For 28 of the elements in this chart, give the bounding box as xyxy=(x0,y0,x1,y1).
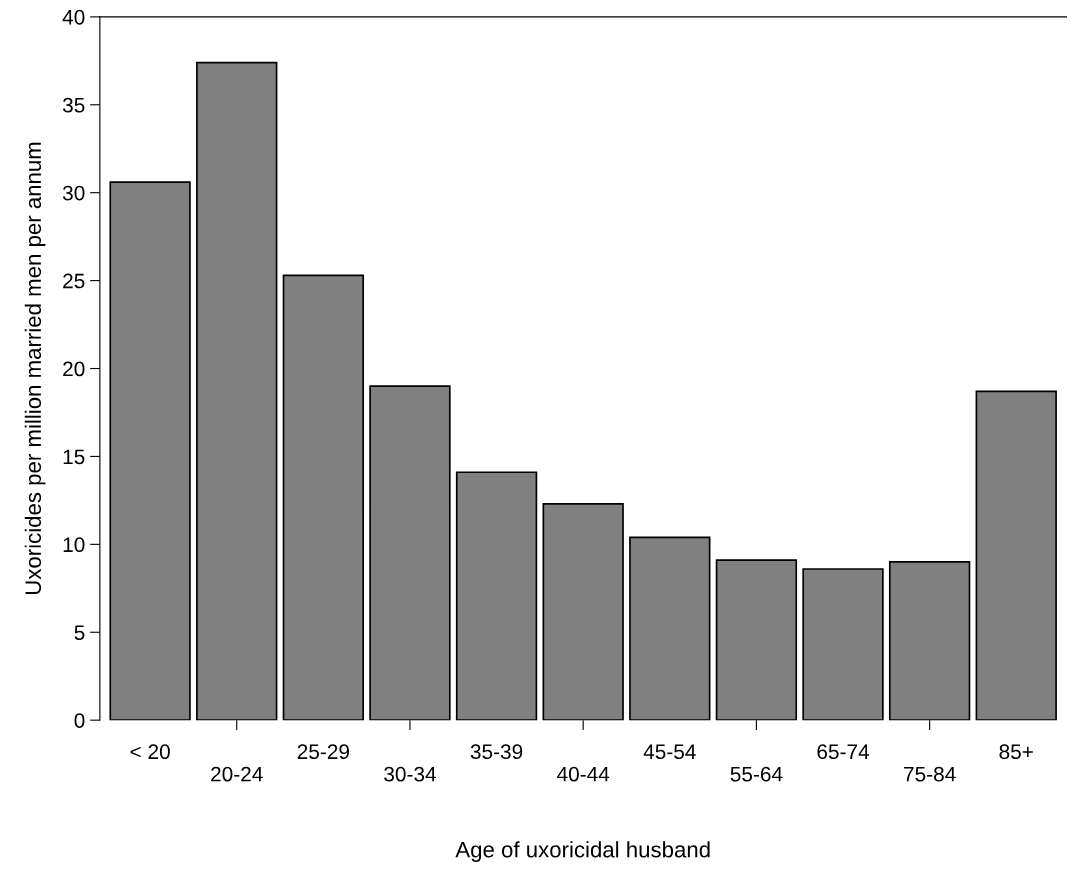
bar xyxy=(802,568,884,721)
x-axis-title: Age of uxoricidal husband xyxy=(455,841,710,862)
y-axis-title: Uxoricides per million married men per annum xyxy=(24,142,46,595)
bar xyxy=(109,181,191,721)
x-tick-label: 40-44 xyxy=(557,766,610,782)
y-tick-label: 35 xyxy=(62,97,85,113)
y-tick-label: 5 xyxy=(74,625,85,641)
x-tick-label: < 20 xyxy=(130,744,170,760)
x-tick-label: 85+ xyxy=(999,744,1033,760)
y-tick-label: 15 xyxy=(63,449,85,465)
y-tick-label: 0 xyxy=(74,713,85,728)
x-tick-label: 25-29 xyxy=(297,744,349,760)
x-tick-label: 45-54 xyxy=(643,744,696,760)
y-tick-label: 25 xyxy=(63,273,85,289)
bar xyxy=(975,390,1057,721)
bar xyxy=(282,274,365,721)
x-tick-label: 35-39 xyxy=(470,744,523,760)
x-tick-label: 75-84 xyxy=(904,766,956,782)
y-tick-label: 20 xyxy=(63,361,85,377)
y-tick-label: 10 xyxy=(63,537,85,553)
y-tick-label: 30 xyxy=(62,185,85,201)
bar xyxy=(629,536,711,721)
x-tick-label: 20-24 xyxy=(211,766,263,782)
x-tick-label: 55-64 xyxy=(730,766,783,782)
x-tick-label: 65-74 xyxy=(817,744,870,760)
bar xyxy=(455,471,538,721)
y-tick-label: 40 xyxy=(62,9,85,25)
x-tick-label: 30-34 xyxy=(384,766,436,782)
